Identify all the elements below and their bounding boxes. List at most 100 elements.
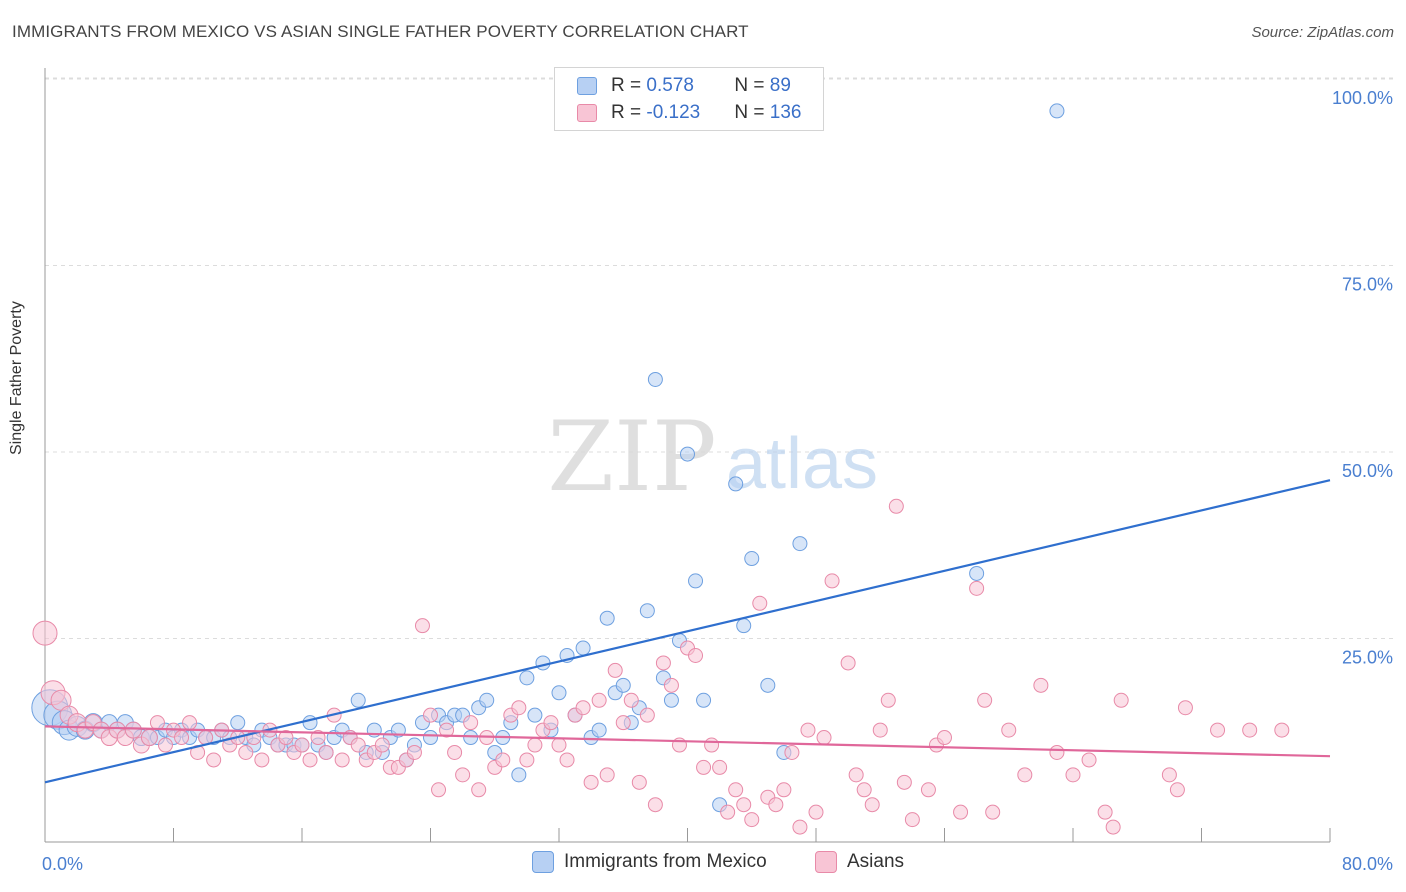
point-asians (455, 767, 471, 783)
grid-lines (45, 77, 1395, 639)
point-asians (856, 782, 872, 798)
point-asians (182, 715, 198, 731)
point-asians (985, 804, 1001, 820)
point-asians (278, 730, 294, 746)
point-asians (752, 595, 768, 611)
point-asians (1242, 722, 1258, 738)
point-asians (559, 752, 575, 768)
point-asians (1177, 700, 1193, 716)
legend-item-mexico[interactable]: Immigrants from Mexico (532, 851, 767, 873)
point-asians (519, 752, 535, 768)
series-legend: Immigrants from Mexico Asians (0, 851, 1406, 877)
y-axis-label: Single Father Poverty (8, 301, 25, 455)
y-tick-label: 75.0% (1342, 275, 1393, 295)
point-asians (1097, 804, 1113, 820)
trend-line-asians (44, 725, 1331, 758)
point-mexico (744, 551, 760, 567)
point-mexico (599, 610, 615, 626)
point-mexico (423, 730, 438, 746)
point-asians (800, 722, 816, 738)
point-mexico (511, 767, 527, 783)
point-mexico (680, 446, 695, 462)
legend-label-asians: Asians (847, 851, 905, 872)
trend-lines (44, 479, 1331, 784)
legend-swatch-asians (577, 104, 597, 122)
legend-n-label: N = (734, 102, 770, 123)
point-asians (406, 744, 422, 760)
point-asians (631, 774, 647, 790)
legend-item-asians[interactable]: Asians (815, 851, 904, 873)
point-mexico (519, 670, 535, 686)
chart-title: IMMIGRANTS FROM MEXICO VS ASIAN SINGLE F… (12, 22, 749, 41)
point-asians (149, 715, 165, 731)
point-asians (439, 722, 455, 738)
legend-row-asians: R = -0.123 N = 136 (577, 101, 801, 125)
point-asians (704, 737, 720, 753)
y-tick-label: 100.0% (1332, 88, 1393, 108)
point-mexico (736, 618, 752, 634)
point-mexico (527, 707, 543, 723)
tick-labels: 25.0% 50.0% 75.0% 100.0% 0.0% 80.0% (42, 88, 1393, 874)
point-asians (848, 767, 864, 783)
point-asians (792, 819, 808, 835)
point-asians (471, 782, 487, 798)
point-mexico (591, 722, 607, 738)
point-asians (575, 700, 591, 716)
point-asians (977, 692, 993, 708)
point-asians (583, 774, 599, 790)
point-asians (655, 655, 671, 671)
point-mexico (688, 573, 704, 589)
x-tick-label: 80.0% (1342, 854, 1393, 874)
point-mexico (663, 692, 679, 708)
point-asians (663, 677, 679, 693)
point-asians (334, 752, 350, 768)
point-asians (1065, 767, 1081, 783)
legend-n-label: N = (734, 75, 770, 96)
point-asians (431, 782, 447, 798)
point-asians (712, 759, 728, 775)
point-asians (302, 752, 318, 768)
point-mexico (463, 730, 479, 746)
point-asians (607, 662, 623, 678)
point-asians (1169, 782, 1185, 798)
point-mexico (969, 565, 985, 581)
point-mexico (615, 677, 631, 693)
point-asians (350, 737, 366, 753)
point-mexico (350, 692, 366, 708)
legend-row-mexico: R = 0.578 N = 89 (577, 74, 791, 98)
point-asians (423, 707, 438, 723)
legend-n-value: 89 (769, 75, 791, 96)
point-asians (254, 752, 270, 768)
legend-swatch-asians (815, 851, 837, 873)
point-mexico (760, 677, 776, 693)
watermark: ZIP atlas (547, 401, 878, 513)
point-asians (696, 759, 712, 775)
point-asians (1210, 722, 1226, 738)
y-tick-label: 25.0% (1342, 648, 1393, 668)
point-asians (174, 730, 190, 746)
point-asians (768, 797, 784, 813)
point-asians (1161, 767, 1177, 783)
point-asians (374, 737, 390, 753)
legend-r-value: -0.123 (646, 102, 701, 123)
point-mexico (230, 715, 246, 731)
point-asians (32, 620, 58, 646)
point-mexico (1049, 103, 1065, 119)
point-asians (688, 648, 704, 663)
legend-swatch-mexico (532, 851, 554, 873)
point-asians (1113, 692, 1129, 708)
point-mexico (575, 640, 591, 656)
point-asians (599, 767, 615, 783)
point-asians (543, 715, 559, 731)
point-mexico (639, 603, 655, 619)
trend-line-mexico (44, 479, 1331, 784)
y-tick-label: 50.0% (1342, 461, 1393, 481)
point-asians (969, 580, 985, 596)
point-asians (647, 797, 663, 813)
point-asians (294, 737, 310, 753)
point-asians (896, 774, 912, 790)
point-asians (527, 737, 543, 753)
point-asians (495, 752, 511, 768)
point-asians (840, 655, 856, 671)
